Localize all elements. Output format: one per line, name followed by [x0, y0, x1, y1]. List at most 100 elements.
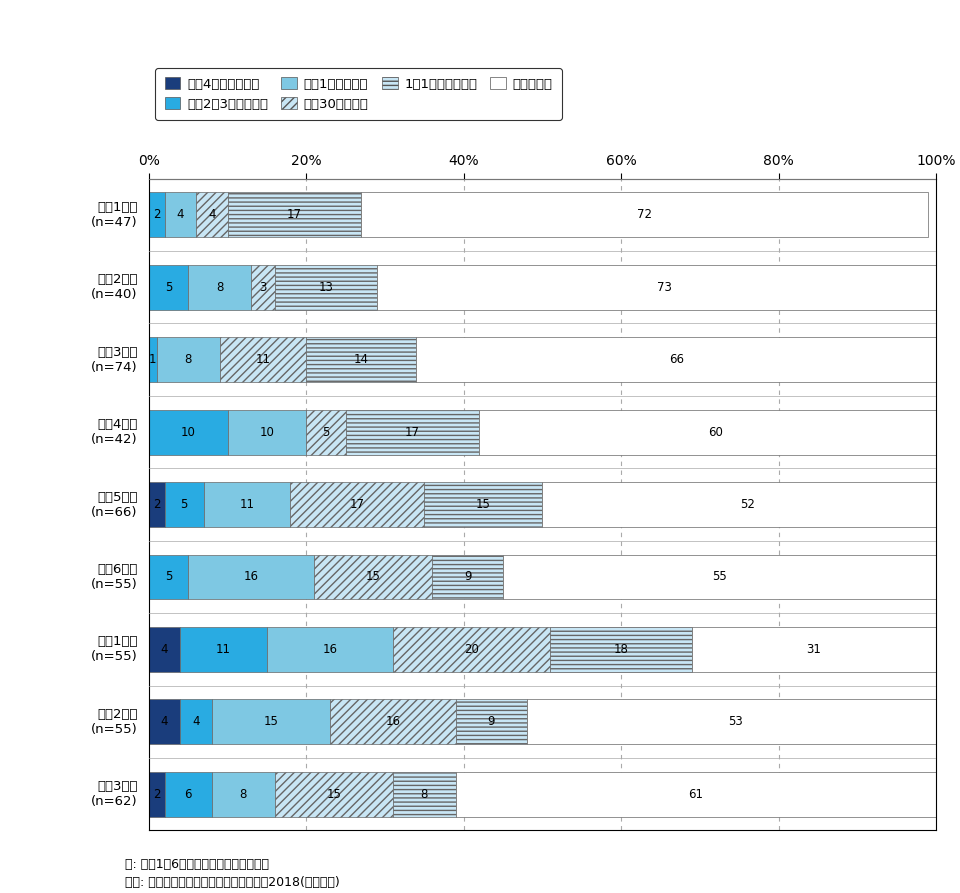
Bar	[330, 699, 456, 744]
Bar	[149, 555, 188, 599]
Bar	[220, 338, 306, 382]
Text: 4: 4	[160, 643, 168, 656]
Text: 17: 17	[405, 426, 420, 438]
Bar	[180, 627, 267, 672]
Text: 16: 16	[323, 643, 337, 656]
Bar	[149, 627, 180, 672]
Text: 注: 関東1都6県在住の小中学生が回答。: 注: 関東1都6県在住の小中学生が回答。	[125, 857, 269, 871]
Text: 14: 14	[354, 353, 369, 366]
Text: 5: 5	[165, 280, 172, 294]
Text: 15: 15	[263, 715, 278, 729]
Bar	[417, 338, 936, 382]
Bar	[432, 555, 503, 599]
Bar	[361, 192, 928, 238]
Bar	[393, 772, 456, 817]
Text: 16: 16	[244, 571, 258, 583]
Bar	[196, 192, 228, 238]
Bar	[188, 265, 252, 310]
Bar	[149, 699, 180, 744]
Bar	[149, 265, 188, 310]
Bar	[550, 627, 692, 672]
Bar	[180, 699, 212, 744]
Bar	[346, 410, 479, 455]
Bar	[314, 555, 432, 599]
Text: 4: 4	[177, 208, 184, 221]
Text: 1: 1	[149, 353, 156, 366]
Text: 11: 11	[216, 643, 231, 656]
Bar	[479, 410, 951, 455]
Bar	[542, 482, 951, 527]
Bar	[291, 482, 424, 527]
Bar	[306, 410, 346, 455]
Text: 11: 11	[240, 498, 254, 511]
Text: 4: 4	[208, 208, 216, 221]
Text: 8: 8	[216, 280, 224, 294]
Text: 4: 4	[160, 715, 168, 729]
Text: 18: 18	[613, 643, 629, 656]
Bar	[456, 772, 936, 817]
Text: 2: 2	[153, 498, 160, 511]
Text: 15: 15	[366, 571, 380, 583]
Bar	[164, 192, 196, 238]
Bar	[424, 482, 542, 527]
Bar	[527, 699, 944, 744]
Text: 9: 9	[488, 715, 495, 729]
Bar	[204, 482, 291, 527]
Text: 66: 66	[669, 353, 684, 366]
Bar	[164, 482, 204, 527]
Text: 15: 15	[476, 498, 491, 511]
Bar	[149, 192, 164, 238]
Bar	[692, 627, 936, 672]
Text: 8: 8	[420, 788, 428, 801]
Bar	[149, 338, 156, 382]
Bar	[275, 772, 393, 817]
Text: 8: 8	[184, 353, 192, 366]
Text: 13: 13	[319, 280, 333, 294]
Bar	[275, 265, 377, 310]
Bar	[252, 265, 275, 310]
Bar	[306, 338, 417, 382]
Text: 73: 73	[657, 280, 672, 294]
Bar	[456, 699, 527, 744]
Bar	[228, 410, 306, 455]
Text: 61: 61	[688, 788, 704, 801]
Text: 17: 17	[349, 498, 365, 511]
Text: 60: 60	[708, 426, 723, 438]
Text: 31: 31	[806, 643, 822, 656]
Bar	[393, 627, 550, 672]
Text: 9: 9	[464, 571, 471, 583]
Text: 53: 53	[728, 715, 743, 729]
Text: 4: 4	[192, 715, 200, 729]
Text: 出所: 子どものケータイ利用に関する調査2018(訪問留置): 出所: 子どものケータイ利用に関する調査2018(訪問留置)	[125, 875, 340, 889]
Text: 3: 3	[259, 280, 267, 294]
Bar	[149, 772, 164, 817]
Bar	[267, 627, 393, 672]
Text: 8: 8	[240, 788, 247, 801]
Bar	[156, 338, 220, 382]
Bar	[188, 555, 314, 599]
Text: 5: 5	[323, 426, 329, 438]
Text: 5: 5	[165, 571, 172, 583]
Bar	[377, 265, 951, 310]
Bar	[149, 482, 164, 527]
Legend: 毎日4時間より多い, 毎日2〜3時間くらい, 毎日1時間くらい, 毎日30分くらい, 1日1回より少ない, していない: 毎日4時間より多い, 毎日2〜3時間くらい, 毎日1時間くらい, 毎日30分くら…	[156, 68, 562, 120]
Bar	[503, 555, 936, 599]
Text: 55: 55	[712, 571, 727, 583]
Bar	[228, 192, 361, 238]
Text: 20: 20	[464, 643, 479, 656]
Text: 72: 72	[637, 208, 652, 221]
Text: 16: 16	[385, 715, 400, 729]
Text: 15: 15	[326, 788, 341, 801]
Text: 6: 6	[184, 788, 192, 801]
Bar	[149, 410, 228, 455]
Text: 52: 52	[739, 498, 755, 511]
Text: 10: 10	[259, 426, 275, 438]
Bar	[212, 772, 275, 817]
Bar	[164, 772, 212, 817]
Text: 17: 17	[287, 208, 302, 221]
Text: 2: 2	[153, 788, 160, 801]
Text: 10: 10	[180, 426, 196, 438]
Text: 5: 5	[180, 498, 188, 511]
Bar	[212, 699, 330, 744]
Text: 2: 2	[153, 208, 160, 221]
